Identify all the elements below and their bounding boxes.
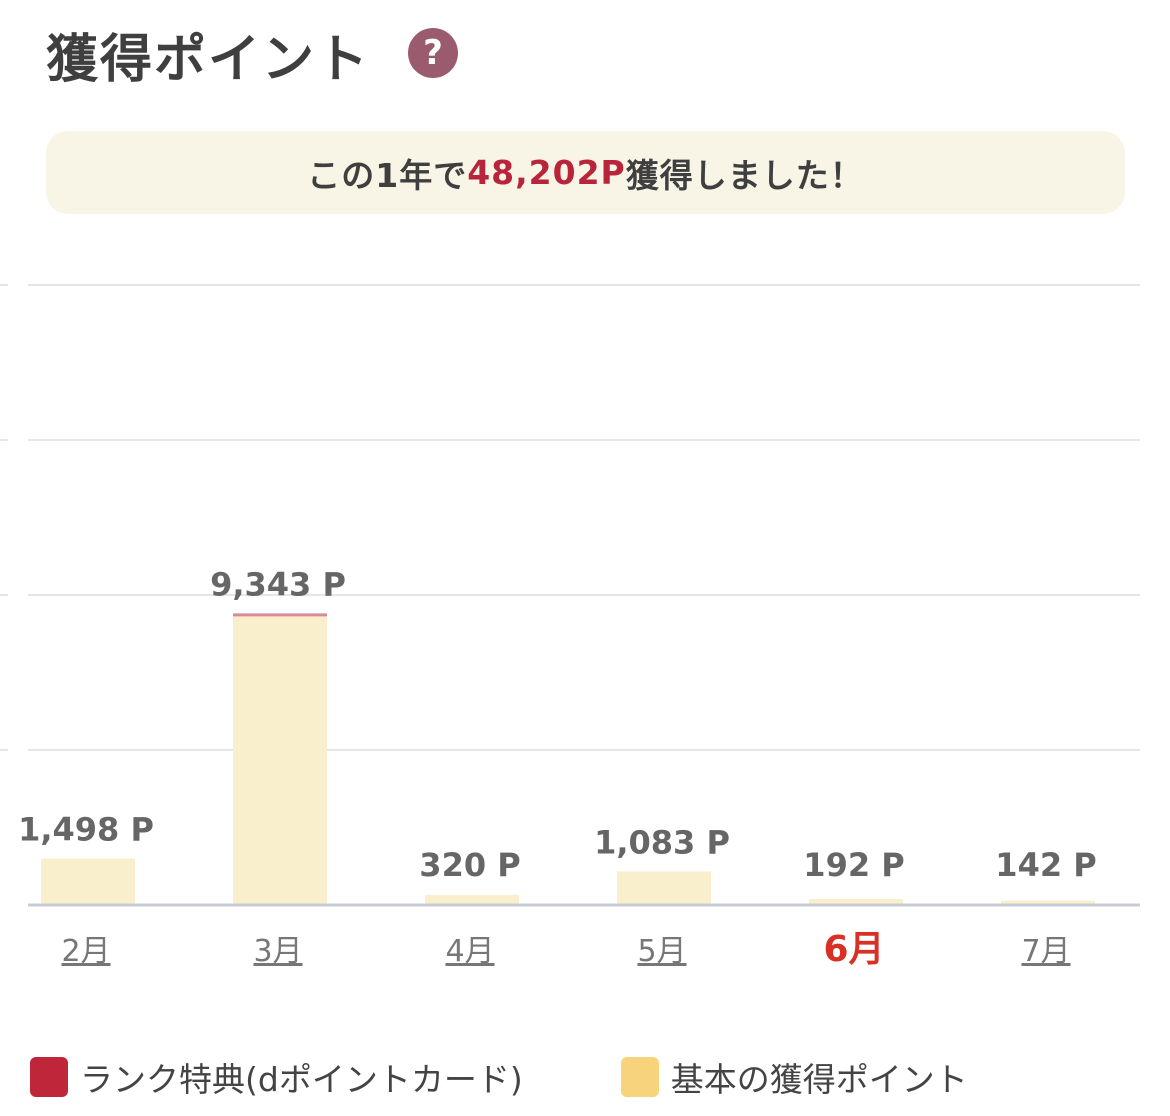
data-label: 320 P — [419, 846, 520, 884]
summary-banner: この1年で 48,202P 獲得しました！ — [46, 131, 1125, 214]
bar-basic — [809, 899, 903, 905]
data-label: 9,343 P — [210, 565, 346, 603]
data-label: 192 P — [803, 846, 904, 884]
summary-prefix: この1年で — [307, 155, 468, 195]
summary-amount: 48,202P — [467, 153, 626, 192]
legend-swatch-rank — [30, 1057, 68, 1097]
summary-suffix: 獲得しました！ — [625, 155, 864, 195]
help-icon[interactable]: ? — [408, 28, 458, 78]
legend-item-basic: 基本の獲得ポイント — [620, 1053, 968, 1101]
legend-label-basic: 基本の獲得ポイント — [670, 1060, 968, 1099]
x-tick-label[interactable]: 2月 — [61, 934, 110, 969]
x-tick-label[interactable]: 7月 — [1021, 934, 1070, 969]
data-label: 1,083 P — [594, 823, 730, 861]
bar-basic — [41, 858, 135, 905]
data-label: 142 P — [995, 846, 1096, 884]
x-tick-label[interactable]: 5月 — [637, 934, 686, 969]
legend-label-rank: ランク特典(dポイントカード) — [80, 1060, 523, 1099]
x-tick-label[interactable]: 4月 — [445, 934, 494, 969]
bar-basic — [425, 895, 519, 905]
x-tick-label: 6月 — [823, 929, 884, 970]
legend: ランク特典(dポイントカード) 基本の獲得ポイント — [30, 1054, 1066, 1100]
bar-basic — [617, 871, 711, 905]
header: 獲得ポイント — [46, 18, 370, 90]
page-title: 獲得ポイント — [46, 29, 371, 90]
bar-basic — [233, 616, 327, 905]
legend-swatch-basic — [620, 1057, 659, 1097]
bar-rank — [233, 613, 327, 617]
monthly-points-chart: 1,498 P 2月 9,343 P 3月 320 P 4月 1,083 P 5月 192 P 6… — [0, 284, 1140, 970]
data-label: 1,498 P — [18, 811, 154, 849]
bar-basic — [1001, 900, 1095, 905]
x-tick-label[interactable]: 3月 — [253, 934, 302, 969]
legend-item-rank: ランク特典(dポイントカード) — [30, 1053, 523, 1101]
